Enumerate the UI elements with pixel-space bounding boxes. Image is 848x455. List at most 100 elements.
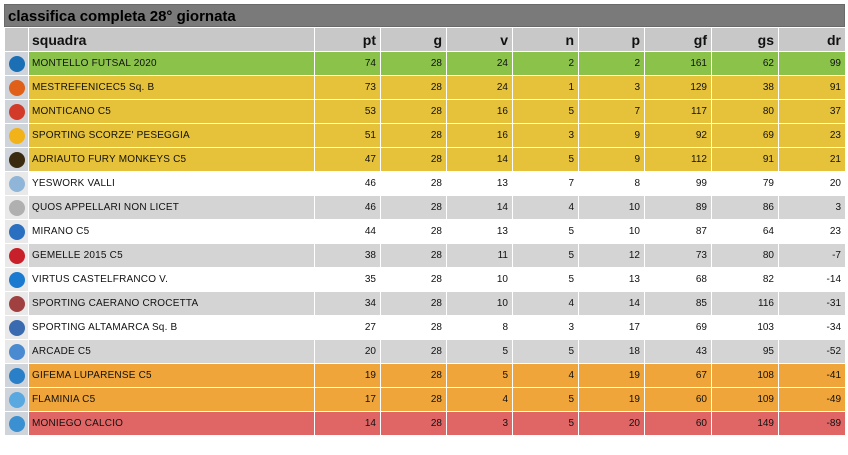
team-name[interactable]: SPORTING SCORZE' PESEGGIA	[28, 123, 315, 148]
stat-n: 5	[512, 219, 579, 244]
team-name[interactable]: MONIEGO CALCIO	[28, 411, 315, 436]
stat-gf: 129	[644, 75, 712, 100]
stat-gf: 117	[644, 99, 712, 124]
team-name[interactable]: YESWORK VALLI	[28, 171, 315, 196]
header-gf[interactable]: gf	[644, 27, 712, 52]
stat-n: 2	[512, 51, 579, 76]
stat-dr: 37	[778, 99, 846, 124]
stat-p: 2	[578, 51, 645, 76]
table-row[interactable]: MONTELLO FUTSAL 2020 74 28 24 2 2 161 62 99	[4, 51, 846, 76]
stat-v: 10	[446, 267, 513, 292]
stat-dr: -89	[778, 411, 846, 436]
stat-pt: 46	[314, 171, 381, 196]
stat-pt: 17	[314, 387, 381, 412]
stat-p: 9	[578, 123, 645, 148]
stat-n: 5	[512, 243, 579, 268]
header-team[interactable]: squadra	[28, 27, 315, 52]
team-name[interactable]: MESTREFENICEC5 Sq. B	[28, 75, 315, 100]
monkey-icon	[8, 151, 25, 168]
stat-dr: 23	[778, 123, 846, 148]
stat-n: 4	[512, 363, 579, 388]
team-name[interactable]: MONTELLO FUTSAL 2020	[28, 51, 315, 76]
header-gs[interactable]: gs	[711, 27, 779, 52]
header-pt[interactable]: pt	[314, 27, 381, 52]
table-row[interactable]: MONIEGO CALCIO 14 28 3 5 20 60 149 -89	[4, 411, 846, 436]
header-logo	[4, 27, 29, 52]
stat-gs: 69	[711, 123, 779, 148]
team-logo-cell	[4, 411, 29, 436]
stat-n: 5	[512, 411, 579, 436]
team-name[interactable]: GIFEMA LUPARENSE C5	[28, 363, 315, 388]
stat-dr: -49	[778, 387, 846, 412]
table-row[interactable]: QUOS APPELLARI NON LICET 46 28 14 4 10 89 86 3	[4, 195, 846, 220]
stat-gs: 116	[711, 291, 779, 316]
table-row[interactable]: MIRANO C5 44 28 13 5 10 87 64 23	[4, 219, 846, 244]
header-v[interactable]: v	[446, 27, 513, 52]
standings-title: classifica completa 28° giornata	[4, 4, 845, 27]
stat-dr: -7	[778, 243, 846, 268]
stat-g: 28	[380, 363, 447, 388]
team-logo-cell	[4, 123, 29, 148]
standings-table: squadra pt g v n p gf gs dr MONTELLO FUT…	[4, 27, 846, 436]
team-logo-cell	[4, 363, 29, 388]
stat-pt: 44	[314, 219, 381, 244]
team-name[interactable]: ARCADE C5	[28, 339, 315, 364]
table-row[interactable]: ADRIAUTO FURY MONKEYS C5 47 28 14 5 9 112 91 21	[4, 147, 846, 172]
stat-gs: 86	[711, 195, 779, 220]
stat-dr: 20	[778, 171, 846, 196]
team-name[interactable]: SPORTING CAERANO CROCETTA	[28, 291, 315, 316]
stat-dr: 23	[778, 219, 846, 244]
team-name[interactable]: SPORTING ALTAMARCA Sq. B	[28, 315, 315, 340]
stat-gf: 60	[644, 387, 712, 412]
stat-p: 17	[578, 315, 645, 340]
table-row[interactable]: GIFEMA LUPARENSE C5 19 28 5 4 19 67 108 -41	[4, 363, 846, 388]
team-name[interactable]: QUOS APPELLARI NON LICET	[28, 195, 315, 220]
stat-p: 18	[578, 339, 645, 364]
stat-gs: 79	[711, 171, 779, 196]
stat-gf: 85	[644, 291, 712, 316]
stat-v: 8	[446, 315, 513, 340]
stat-gs: 62	[711, 51, 779, 76]
table-row[interactable]: ARCADE C5 20 28 5 5 18 43 95 -52	[4, 339, 846, 364]
stat-gf: 89	[644, 195, 712, 220]
team-logo-cell	[4, 195, 29, 220]
crest-icon	[8, 343, 25, 360]
crest-icon	[8, 103, 25, 120]
table-row[interactable]: VIRTUS CASTELFRANCO V. 35 28 10 5 13 68 82 -14	[4, 267, 846, 292]
stat-g: 28	[380, 99, 447, 124]
team-logo-cell	[4, 291, 29, 316]
stat-gf: 92	[644, 123, 712, 148]
table-row[interactable]: GEMELLE 2015 C5 38 28 11 5 12 73 80 -7	[4, 243, 846, 268]
stat-gf: 99	[644, 171, 712, 196]
stat-dr: -41	[778, 363, 846, 388]
table-row[interactable]: MESTREFENICEC5 Sq. B 73 28 24 1 3 129 38 91	[4, 75, 846, 100]
stat-dr: -31	[778, 291, 846, 316]
stat-p: 10	[578, 219, 645, 244]
team-name[interactable]: ADRIAUTO FURY MONKEYS C5	[28, 147, 315, 172]
header-dr[interactable]: dr	[778, 27, 846, 52]
stat-gs: 82	[711, 267, 779, 292]
stat-gf: 87	[644, 219, 712, 244]
stat-pt: 19	[314, 363, 381, 388]
stat-gf: 161	[644, 51, 712, 76]
team-name[interactable]: GEMELLE 2015 C5	[28, 243, 315, 268]
stat-pt: 27	[314, 315, 381, 340]
table-row[interactable]: SPORTING CAERANO CROCETTA 34 28 10 4 14 85 116-…	[4, 291, 846, 316]
crest-icon	[8, 223, 25, 240]
stat-gf: 67	[644, 363, 712, 388]
table-row[interactable]: SPORTING ALTAMARCA Sq. B 27 28 8 3 17 69 103 -34	[4, 315, 846, 340]
table-row[interactable]: SPORTING SCORZE' PESEGGIA 51 28 16 3 9 92 69 23	[4, 123, 846, 148]
team-name[interactable]: MIRANO C5	[28, 219, 315, 244]
header-row: squadra pt g v n p gf gs dr	[4, 27, 846, 52]
header-p[interactable]: p	[578, 27, 645, 52]
stat-pt: 74	[314, 51, 381, 76]
table-row[interactable]: FLAMINIA C5 17 28 4 5 19 60 109 -49	[4, 387, 846, 412]
team-name[interactable]: VIRTUS CASTELFRANCO V.	[28, 267, 315, 292]
team-name[interactable]: FLAMINIA C5	[28, 387, 315, 412]
header-g[interactable]: g	[380, 27, 447, 52]
team-name[interactable]: MONTICANO C5	[28, 99, 315, 124]
table-row[interactable]: MONTICANO C5 53 28 16 5 7 117 80 37	[4, 99, 846, 124]
table-row[interactable]: YESWORK VALLI 46 28 13 7 8 99 79 20	[4, 171, 846, 196]
header-n[interactable]: n	[512, 27, 579, 52]
stat-v: 14	[446, 147, 513, 172]
